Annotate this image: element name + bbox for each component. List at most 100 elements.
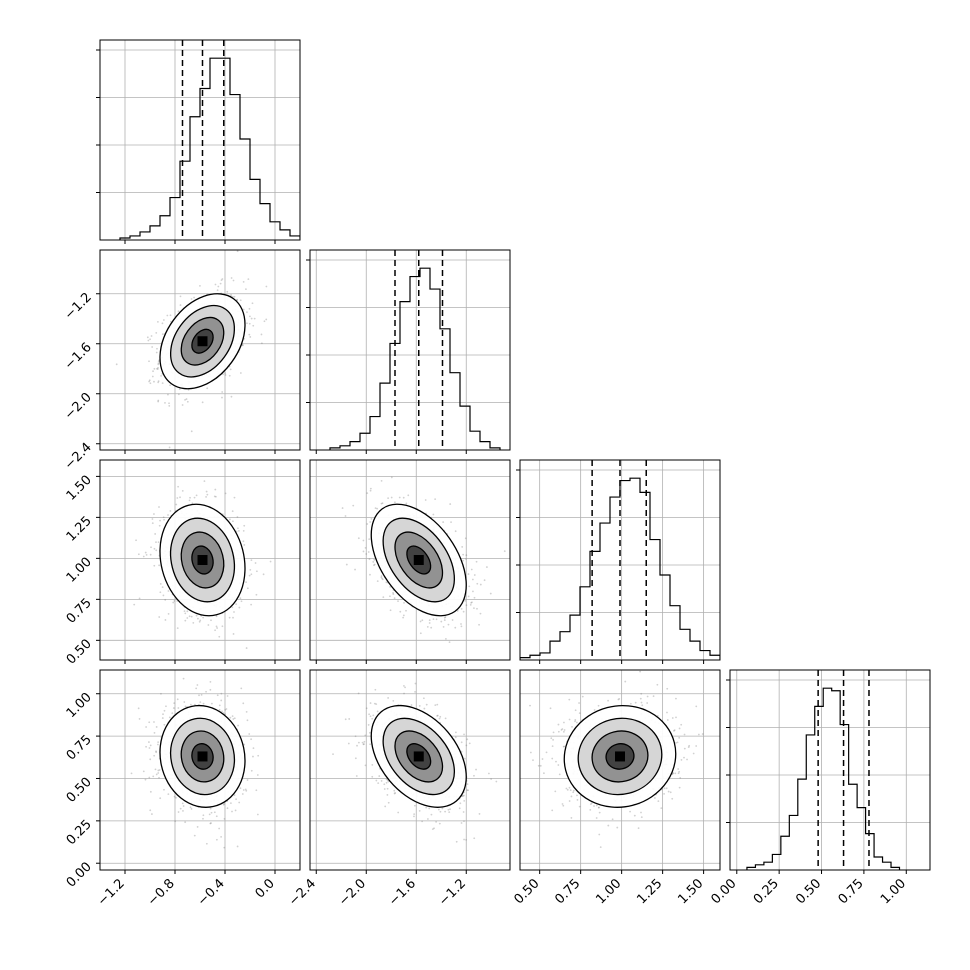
- sample-point: [386, 787, 389, 790]
- sample-point: [145, 745, 147, 748]
- sample-point: [231, 715, 234, 718]
- panel-frame: [99, 39, 301, 241]
- sample-point: [151, 522, 154, 525]
- sample-point: [192, 622, 195, 624]
- sample-point: [368, 558, 371, 561]
- sample-point: [242, 540, 245, 543]
- sample-point: [464, 537, 467, 540]
- sample-point: [151, 346, 154, 348]
- sample-point: [257, 754, 260, 757]
- sample-point: [168, 716, 171, 719]
- panel-3-1: −2.4 −2.0 −1.6 −1.2: [286, 669, 511, 909]
- panel-3-2: 0.50 0.75 1.00 1.25 1.50: [511, 669, 721, 907]
- sample-point: [242, 702, 245, 705]
- sample-point: [459, 802, 462, 805]
- y-tick-label: 0.00: [64, 859, 95, 890]
- panel-frame: [99, 249, 301, 451]
- sample-point: [392, 591, 394, 594]
- sample-point: [242, 789, 245, 791]
- sample-point: [376, 507, 379, 510]
- sample-point: [444, 717, 447, 720]
- sample-point: [242, 529, 245, 532]
- sample-point: [371, 763, 374, 766]
- sample-point: [357, 741, 360, 744]
- sample-point: [465, 604, 468, 607]
- sample-point: [172, 707, 175, 709]
- sample-point: [460, 822, 463, 824]
- sample-point: [218, 704, 221, 707]
- sample-point: [574, 719, 577, 721]
- sample-point: [454, 731, 457, 734]
- sample-point: [269, 560, 272, 563]
- sample-point: [186, 610, 189, 613]
- sample-point: [182, 677, 185, 680]
- sample-point: [475, 768, 477, 771]
- sample-point: [442, 521, 445, 523]
- sample-point: [201, 401, 204, 404]
- sample-point: [383, 783, 386, 786]
- sample-point: [239, 299, 242, 302]
- sample-point: [171, 712, 174, 715]
- sample-point: [380, 780, 383, 782]
- sample-point: [179, 295, 182, 298]
- sample-point: [248, 322, 251, 325]
- sample-point: [440, 620, 443, 623]
- sample-point: [205, 496, 207, 498]
- panel-frame: [309, 249, 511, 451]
- panel-3-0: −1.2 −0.8 −0.4 0.00.000.250.500.751.00: [64, 669, 301, 909]
- sample-point: [476, 607, 478, 610]
- sample-point: [148, 747, 151, 749]
- sample-point: [214, 495, 217, 498]
- sample-point: [387, 497, 390, 500]
- sample-point: [229, 716, 232, 719]
- sample-point: [442, 625, 445, 628]
- sample-point: [424, 499, 427, 501]
- panel-1-1: [306, 249, 511, 454]
- sample-point: [202, 616, 205, 619]
- sample-point: [363, 743, 365, 745]
- sample-point: [407, 494, 410, 497]
- sample-point: [193, 834, 196, 837]
- sample-point: [487, 772, 490, 775]
- sample-point: [380, 576, 383, 579]
- sample-point: [157, 400, 160, 403]
- sample-point: [377, 782, 380, 785]
- sample-point: [223, 846, 226, 849]
- sample-point: [418, 705, 421, 707]
- sample-point: [443, 619, 446, 621]
- sample-point: [155, 549, 158, 552]
- sample-point: [432, 618, 435, 621]
- sample-point: [403, 692, 405, 695]
- sample-point: [663, 787, 666, 790]
- panel-2-0: 0.500.751.001.251.50: [64, 459, 301, 668]
- sample-point: [195, 687, 198, 690]
- sample-point: [450, 521, 452, 524]
- panel-frame: [99, 459, 301, 661]
- sample-point: [155, 726, 158, 728]
- sample-point: [345, 563, 348, 566]
- sample-point: [219, 282, 222, 285]
- sample-point: [460, 625, 463, 628]
- histogram-step: [329, 267, 501, 450]
- sample-point: [383, 788, 386, 790]
- sample-point: [414, 682, 417, 685]
- sample-point: [616, 826, 619, 829]
- sample-point: [237, 724, 239, 727]
- sample-point: [249, 568, 252, 571]
- sample-point: [248, 315, 251, 318]
- sample-point: [467, 595, 470, 598]
- sample-point: [218, 635, 221, 638]
- sample-point: [589, 803, 592, 806]
- sample-point: [228, 616, 231, 619]
- sample-point: [214, 488, 217, 491]
- sample-point: [250, 738, 253, 741]
- sample-point: [332, 753, 334, 756]
- sample-point: [163, 709, 166, 712]
- sample-point: [236, 298, 238, 301]
- sample-point: [678, 770, 681, 773]
- sample-point: [465, 554, 468, 557]
- y-tick-label: 1.00: [64, 690, 95, 721]
- sample-point: [218, 708, 221, 711]
- sample-point: [426, 626, 429, 628]
